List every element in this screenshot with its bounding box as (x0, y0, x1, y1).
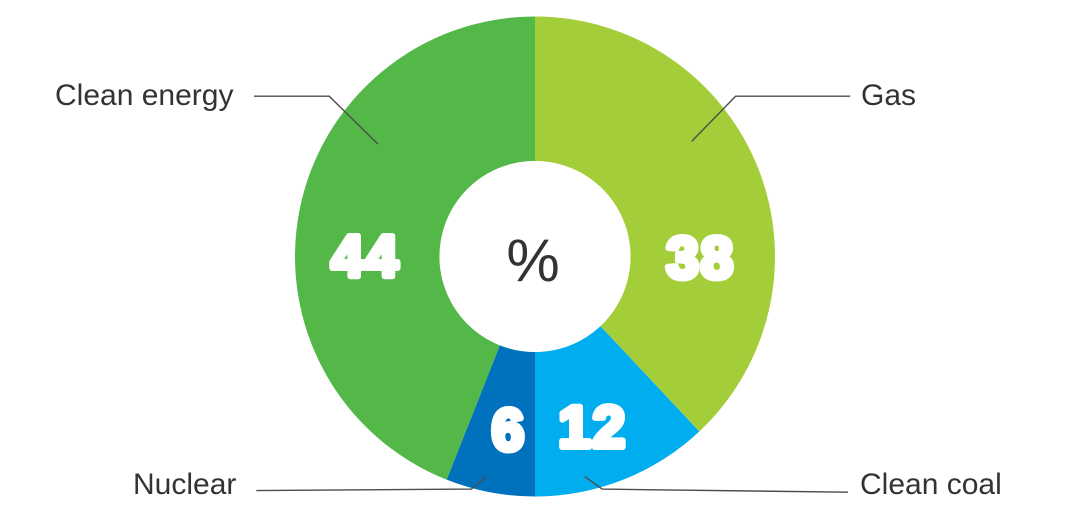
svg-text:44: 44 (331, 224, 400, 289)
svg-text:Clean energy: Clean energy (55, 79, 233, 112)
svg-text:6: 6 (492, 398, 526, 463)
svg-text:38: 38 (666, 226, 735, 291)
svg-text:12: 12 (558, 395, 627, 460)
svg-text:Nuclear: Nuclear (133, 468, 236, 501)
svg-text:Gas: Gas (861, 79, 916, 112)
svg-text:%: % (506, 227, 559, 294)
svg-text:Clean coal: Clean coal (860, 468, 1002, 501)
